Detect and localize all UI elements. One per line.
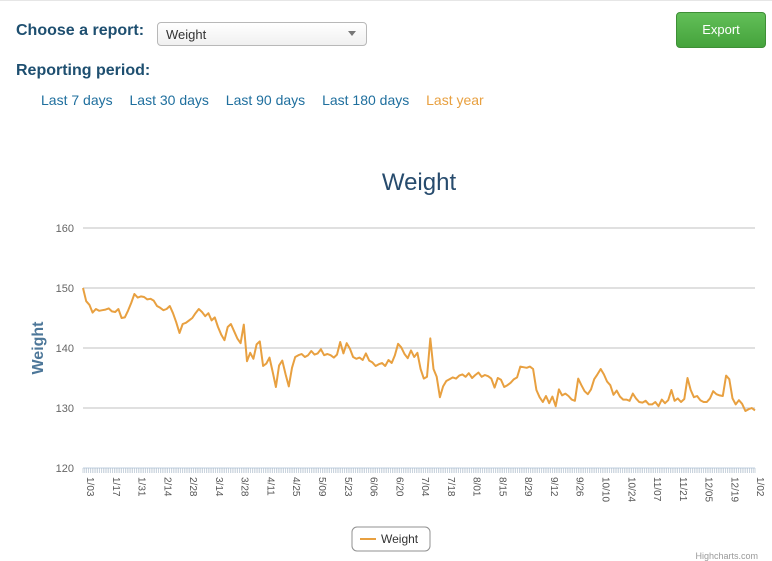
x-tick-label: 5/09 [316, 477, 327, 497]
weight-chart: Weight 120 130 140 150 160 Weight 1/03 1/17 1/31 2… [30, 169, 765, 552]
x-tick-label: 1/02 [754, 477, 765, 497]
period-link-90-days[interactable]: Last 90 days [225, 92, 306, 108]
report-select-value: Weight [166, 27, 207, 42]
report-label: Choose a report: [16, 22, 145, 39]
x-tick-label: 10/24 [625, 477, 636, 502]
period-link-30-days[interactable]: Last 30 days [129, 92, 209, 108]
x-tick-label: 11/21 [677, 477, 688, 502]
x-tick-label: 11/07 [651, 477, 662, 502]
export-button[interactable]: Export [676, 12, 766, 48]
y-tick-label: 160 [56, 223, 74, 235]
x-tick-label: 1/03 [84, 477, 95, 497]
x-tick-label: 10/10 [600, 477, 611, 502]
y-tick-label: 130 [56, 403, 74, 415]
x-tick-label: 9/12 [548, 477, 559, 497]
y-tick-label: 150 [56, 283, 74, 295]
report-select[interactable]: Weight [157, 22, 367, 46]
chart-title: Weight [382, 169, 457, 196]
period-link-180-days[interactable]: Last 180 days [322, 92, 410, 108]
x-tick-label: 8/15 [496, 477, 507, 497]
x-tick-label: 1/31 [136, 477, 147, 497]
x-tick-label: 8/29 [522, 477, 533, 497]
x-tick-label: 12/05 [703, 477, 714, 502]
x-tick-label: 8/01 [471, 477, 482, 497]
x-tick-label: 7/18 [445, 477, 456, 497]
x-tick-label: 6/20 [393, 477, 404, 497]
legend-item-weight[interactable]: Weight [381, 532, 419, 546]
highcharts-credits[interactable]: Highcharts.com [695, 551, 758, 561]
x-tick-label: 2/14 [161, 477, 172, 497]
x-tick-label: 7/04 [419, 477, 430, 497]
x-tick-label: 6/06 [368, 477, 379, 497]
x-tick-label: 9/26 [574, 477, 585, 497]
y-tick-label: 140 [56, 343, 74, 355]
x-tick-label: 2/28 [187, 477, 198, 497]
x-tick-label: 5/23 [342, 477, 353, 497]
x-tick-label: 3/28 [239, 477, 250, 497]
x-tick-label: 12/19 [728, 477, 739, 502]
y-tick-label: 120 [56, 463, 74, 475]
legend-box [351, 526, 431, 552]
period-link-7-days[interactable]: Last 7 days [41, 92, 113, 108]
x-tick-label: 3/14 [213, 477, 224, 497]
x-tick-label: 4/11 [264, 477, 275, 496]
x-tick-label: 1/17 [110, 477, 121, 497]
top-divider [0, 0, 772, 1]
period-label: Reporting period: [16, 62, 151, 79]
x-tick-label: 4/25 [290, 477, 301, 497]
y-axis-title: Weight [30, 321, 47, 375]
period-link-last-year[interactable]: Last year [426, 92, 484, 108]
period-links: Last 7 days Last 30 days Last 90 days La… [41, 92, 497, 108]
chevron-down-icon[interactable] [348, 31, 356, 36]
weight-series-line[interactable] [82, 287, 756, 412]
